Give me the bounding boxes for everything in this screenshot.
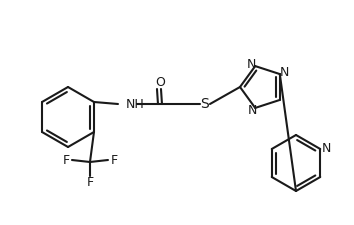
Text: N: N xyxy=(280,65,290,79)
Text: F: F xyxy=(86,176,93,189)
Text: NH: NH xyxy=(126,97,145,110)
Text: N: N xyxy=(321,142,331,155)
Text: O: O xyxy=(155,76,165,88)
Text: F: F xyxy=(110,153,118,166)
Text: N: N xyxy=(247,104,257,117)
Text: F: F xyxy=(62,153,69,166)
Text: S: S xyxy=(201,97,209,111)
Text: N: N xyxy=(246,58,256,71)
